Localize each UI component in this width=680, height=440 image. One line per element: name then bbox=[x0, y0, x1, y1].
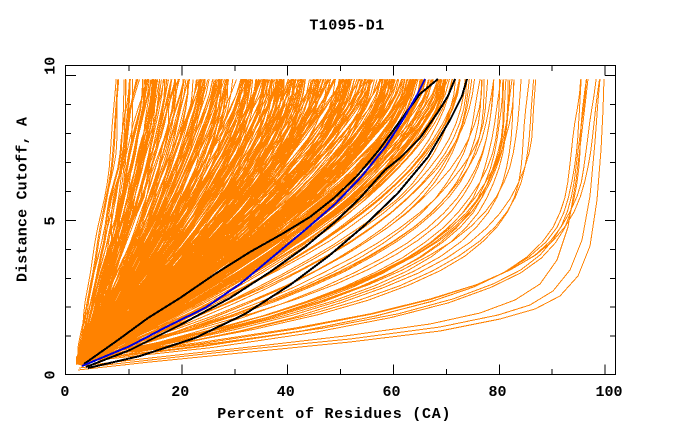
svg-text:80: 80 bbox=[488, 384, 506, 401]
svg-text:0: 0 bbox=[60, 384, 69, 401]
svg-text:40: 40 bbox=[277, 384, 295, 401]
svg-text:60: 60 bbox=[382, 384, 400, 401]
svg-text:Distance Cutoff, A: Distance Cutoff, A bbox=[15, 117, 32, 282]
svg-text:0: 0 bbox=[43, 370, 60, 379]
svg-text:20: 20 bbox=[171, 384, 189, 401]
svg-text:Percent of Residues (CA): Percent of Residues (CA) bbox=[217, 406, 451, 423]
svg-text:10: 10 bbox=[43, 57, 60, 75]
svg-text:T1095-D1: T1095-D1 bbox=[309, 18, 384, 35]
svg-text:100: 100 bbox=[595, 384, 622, 401]
svg-text:5: 5 bbox=[43, 216, 60, 225]
